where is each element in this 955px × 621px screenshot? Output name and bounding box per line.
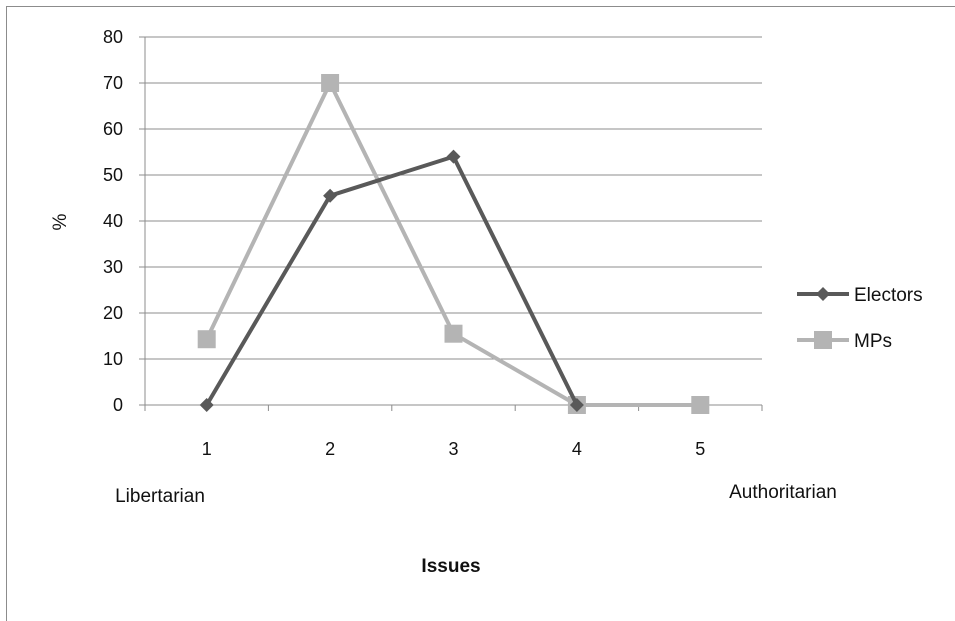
y-axis: 0 10 20 30 40 50 60 70 80 — [103, 27, 146, 415]
electors-line — [204, 154, 579, 407]
x-tick-label: 5 — [695, 439, 705, 459]
series-mps — [197, 74, 710, 414]
legend-marker — [814, 331, 832, 349]
y-tick-label: 30 — [103, 257, 123, 277]
electors-point — [446, 149, 461, 164]
x-tick-label: 3 — [448, 439, 458, 459]
legend: Electors MPs — [797, 285, 923, 352]
legend-label: Electors — [854, 285, 923, 306]
series-lines — [197, 74, 710, 414]
y-axis-title: % — [50, 213, 71, 230]
x-tick-label: 1 — [202, 439, 212, 459]
x-axis: 1 2 3 4 5 — [144, 405, 763, 459]
y-tick-label: 40 — [103, 211, 123, 231]
y-tick-label: 50 — [103, 165, 123, 185]
annotation-authoritarian: Authoritarian — [729, 482, 837, 503]
legend-item-electors: Electors — [797, 285, 923, 306]
y-tick-label: 70 — [103, 73, 123, 93]
mps-line — [204, 81, 701, 407]
legend-marker — [816, 287, 830, 301]
electors-point — [199, 398, 214, 412]
x-tick-label: 4 — [572, 439, 582, 459]
y-tick-label: 60 — [103, 119, 123, 139]
y-tick-label: 20 — [103, 303, 123, 323]
chart-frame — [6, 6, 955, 621]
series-electors — [199, 149, 584, 412]
x-tick-label: 2 — [325, 439, 335, 459]
legend-item-mps: MPs — [797, 331, 892, 352]
mps-point — [321, 74, 340, 92]
gridlines — [139, 36, 762, 406]
mps-point — [691, 396, 710, 414]
mps-point — [444, 324, 463, 343]
electors-point — [323, 188, 338, 203]
y-tick-label: 10 — [103, 349, 123, 369]
x-axis-title: Issues — [421, 556, 480, 577]
y-tick-label: 80 — [103, 27, 123, 47]
y-tick-label: 0 — [113, 395, 123, 415]
mps-point — [197, 330, 216, 349]
electors-point — [569, 398, 584, 412]
annotation-libertarian: Libertarian — [115, 486, 205, 507]
legend-label: MPs — [854, 331, 892, 352]
